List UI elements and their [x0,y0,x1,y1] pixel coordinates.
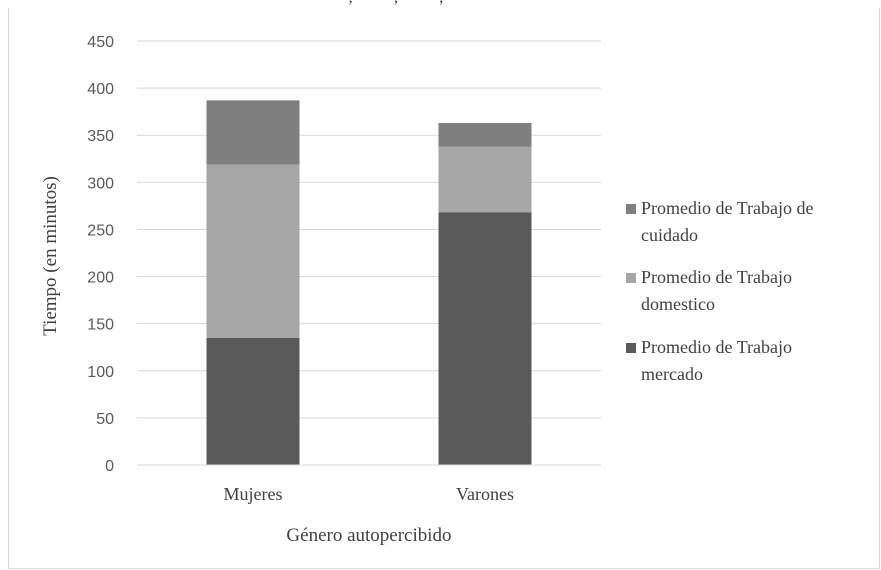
cropped-header-text: · · , · · · · , · · · · , · · [0,0,881,8]
legend-label: Promedio de Trabajo de [641,198,814,218]
y-axis-ticks: 0 50 100 150 200 250 300 350 400 450 [87,34,114,475]
y-tick-label: 50 [96,411,114,428]
bars [206,100,532,465]
y-tick-label: 0 [105,458,114,475]
y-tick-label: 350 [87,128,114,145]
x-axis-ticks: Mujeres Varones [224,484,514,504]
bar-segment [438,212,532,465]
legend-swatch [626,204,636,214]
y-tick-label: 200 [87,270,114,287]
bar-segment [438,122,532,147]
legend-label: mercado [641,364,703,384]
x-tick-label: Mujeres [224,484,283,504]
y-tick-label: 150 [87,317,114,334]
y-tick-label: 100 [87,364,114,381]
bar-segment [206,164,300,338]
legend-swatch [626,343,636,353]
y-tick-label: 250 [87,222,114,239]
x-axis-label: Género autopercibido [286,525,451,546]
y-tick-label: 450 [87,34,114,51]
bar-segment [206,100,300,165]
bar-segment [206,337,300,465]
x-tick-label: Varones [456,484,514,504]
legend-swatch [626,273,636,283]
cropped-header-label: · · , · · · · , · · · · , · · [330,0,462,7]
legend: Promedio de Trabajo de cuidado Promedio de… [626,198,814,384]
bar-segment [438,146,532,213]
legend-label: Promedio de Trabajo [641,337,792,357]
y-axis-label: Tiempo (en minutos) [40,176,61,336]
y-tick-label: 400 [87,81,114,98]
legend-label: Promedio de Trabajo [641,267,792,287]
legend-label: domestico [641,294,715,314]
y-tick-label: 300 [87,175,114,192]
legend-label: cuidado [641,225,698,245]
